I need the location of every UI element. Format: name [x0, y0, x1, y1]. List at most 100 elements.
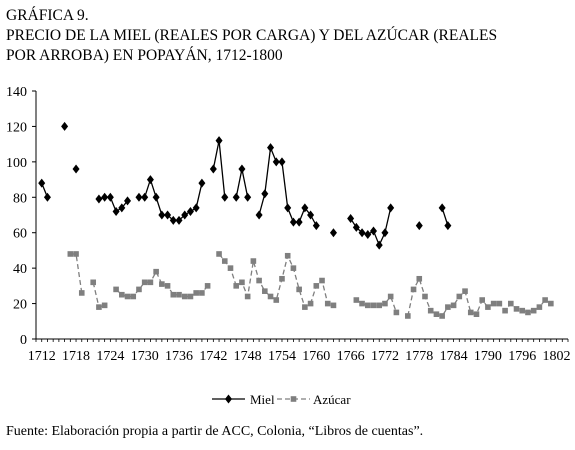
data-point-azucar	[411, 287, 417, 293]
y-tick-label: 120	[6, 120, 27, 135]
data-point-miel	[267, 143, 274, 152]
data-point-azucar	[405, 313, 411, 319]
data-point-azucar	[371, 303, 377, 309]
data-point-miel	[187, 207, 194, 216]
data-point-miel	[313, 221, 320, 230]
x-tick-label: 1754	[268, 349, 296, 364]
data-point-miel	[439, 203, 446, 212]
data-point-azucar	[376, 303, 382, 309]
data-point-azucar	[451, 303, 457, 309]
data-point-azucar	[542, 297, 548, 303]
data-point-azucar	[439, 313, 445, 319]
data-point-azucar	[531, 308, 537, 314]
data-point-azucar	[485, 304, 491, 310]
x-tick-label: 1778	[405, 349, 433, 364]
series-line-azucar	[70, 254, 81, 293]
data-point-azucar	[296, 287, 302, 293]
data-point-miel	[364, 230, 371, 239]
legend-label-miel: Miel	[250, 392, 275, 407]
data-point-miel	[38, 179, 45, 188]
data-point-azucar	[331, 303, 337, 309]
data-point-azucar	[422, 294, 428, 300]
x-tick-label: 1724	[96, 349, 124, 364]
data-point-azucar	[354, 297, 360, 303]
data-point-azucar	[68, 251, 74, 257]
data-point-azucar	[382, 301, 388, 307]
data-point-azucar	[462, 288, 468, 294]
data-point-azucar	[273, 297, 279, 303]
data-point-miel	[256, 211, 263, 220]
data-point-azucar	[365, 303, 371, 309]
data-point-miel	[284, 203, 291, 212]
y-tick-label: 0	[20, 333, 27, 348]
data-point-azucar	[268, 294, 274, 300]
data-point-azucar	[428, 308, 434, 314]
data-point-azucar	[199, 290, 205, 296]
data-point-azucar	[96, 304, 102, 310]
data-point-azucar	[159, 281, 165, 287]
data-point-miel	[113, 207, 120, 216]
data-point-miel	[244, 193, 251, 202]
data-point-azucar	[479, 297, 485, 303]
data-point-azucar	[73, 251, 79, 257]
data-point-azucar	[176, 292, 182, 298]
data-point-miel	[296, 218, 303, 227]
data-point-azucar	[508, 301, 514, 307]
data-point-azucar	[394, 310, 400, 316]
data-point-miel	[387, 203, 394, 212]
series-line-miel	[259, 148, 316, 226]
data-point-azucar	[491, 301, 497, 307]
data-point-azucar	[239, 280, 245, 286]
data-point-azucar	[262, 288, 268, 294]
x-tick-label: 1742	[199, 349, 227, 364]
data-point-azucar	[548, 301, 554, 307]
data-point-miel	[381, 228, 388, 237]
line-chart: 0 20 40 60 80 100 120 140 1712 1718 1724 1730 1736 17…	[0, 0, 575, 420]
data-point-azucar	[256, 278, 262, 284]
data-point-azucar	[113, 287, 119, 293]
x-tick-label: 1748	[234, 349, 262, 364]
x-tick-label: 1736	[165, 349, 193, 364]
data-point-azucar	[102, 303, 108, 309]
data-point-azucar	[285, 253, 291, 259]
y-tick-label: 140	[6, 85, 27, 100]
data-point-miel	[210, 164, 217, 173]
data-point-azucar	[153, 269, 159, 275]
data-point-azucar	[188, 294, 194, 300]
data-point-azucar	[136, 287, 142, 293]
data-point-miel	[216, 136, 223, 145]
data-point-azucar	[148, 280, 154, 286]
data-point-miel	[444, 221, 451, 230]
data-point-azucar	[319, 278, 325, 284]
y-tick-label: 100	[6, 156, 27, 171]
data-point-azucar	[416, 276, 422, 282]
data-point-miel	[141, 193, 148, 202]
x-tick-label: 1784	[440, 349, 468, 364]
data-point-miel	[95, 195, 102, 204]
data-point-azucar	[182, 294, 188, 300]
x-tick-label: 1760	[302, 349, 330, 364]
y-tick-label: 60	[13, 227, 27, 242]
legend-label-azucar: Azúcar	[313, 392, 351, 407]
data-point-azucar	[228, 265, 234, 271]
data-point-azucar	[457, 294, 463, 300]
y-tick-label: 20	[13, 298, 27, 313]
data-point-azucar	[388, 294, 394, 300]
data-point-azucar	[497, 301, 503, 307]
y-tick-label: 80	[13, 191, 27, 206]
x-tick-label: 1718	[62, 349, 90, 364]
x-tick-label: 1730	[131, 349, 159, 364]
x-tick-label: 1712	[28, 349, 56, 364]
data-point-azucar	[434, 311, 440, 317]
source-note: Fuente: Elaboración propia a partir de A…	[6, 424, 423, 440]
x-tick-label: 1796	[508, 349, 536, 364]
data-point-azucar	[537, 304, 543, 310]
data-point-miel	[261, 189, 268, 198]
data-point-azucar	[130, 294, 136, 300]
data-point-azucar	[359, 301, 365, 307]
data-point-azucar	[308, 301, 314, 307]
data-point-miel	[376, 241, 383, 250]
data-point-azucar	[468, 310, 474, 316]
data-point-azucar	[325, 301, 331, 307]
data-point-miel	[193, 203, 200, 212]
